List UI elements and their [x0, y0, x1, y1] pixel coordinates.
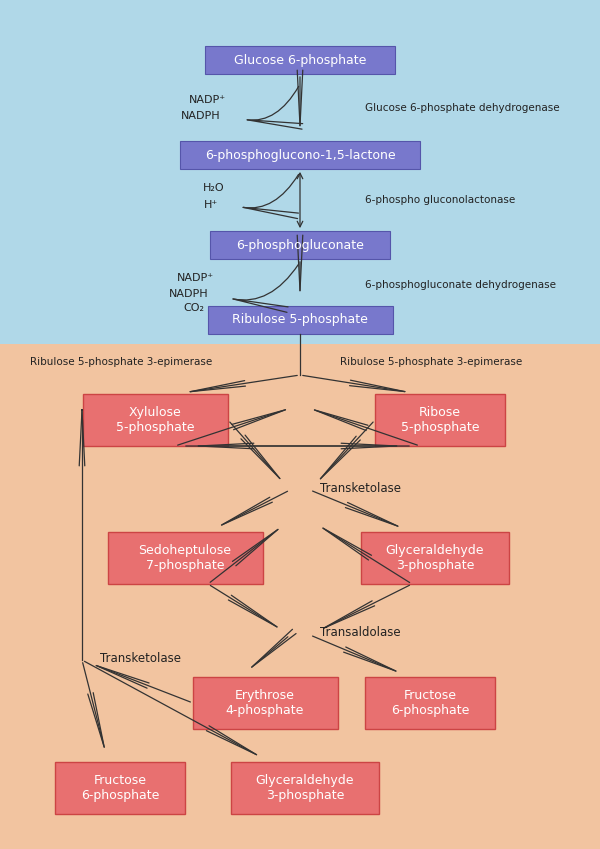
- Text: Glyceraldehyde
3-phosphate: Glyceraldehyde 3-phosphate: [386, 544, 484, 572]
- Text: Ribulose 5-phosphate: Ribulose 5-phosphate: [232, 313, 368, 327]
- Text: Xylulose
5-phosphate: Xylulose 5-phosphate: [116, 406, 194, 434]
- FancyBboxPatch shape: [55, 762, 185, 814]
- FancyBboxPatch shape: [375, 394, 505, 446]
- Text: H⁺: H⁺: [204, 200, 218, 210]
- Text: 6-phosphogluconate dehydrogenase: 6-phosphogluconate dehydrogenase: [365, 280, 556, 290]
- Text: Glucose 6-phosphate dehydrogenase: Glucose 6-phosphate dehydrogenase: [365, 103, 560, 113]
- FancyBboxPatch shape: [365, 677, 495, 729]
- Text: NADPH: NADPH: [169, 289, 209, 299]
- Text: NADPH: NADPH: [181, 111, 221, 121]
- Text: 6-phosphogluconate: 6-phosphogluconate: [236, 239, 364, 251]
- Text: H₂O: H₂O: [202, 183, 224, 193]
- FancyBboxPatch shape: [83, 394, 227, 446]
- Text: Transaldolase: Transaldolase: [320, 627, 401, 639]
- Text: Ribulose 5-phosphate 3-epimerase: Ribulose 5-phosphate 3-epimerase: [30, 357, 212, 367]
- Text: Erythrose
4-phosphate: Erythrose 4-phosphate: [226, 689, 304, 717]
- FancyBboxPatch shape: [231, 762, 379, 814]
- Text: NADP⁺: NADP⁺: [189, 95, 226, 105]
- Text: Sedoheptulose
7-phosphate: Sedoheptulose 7-phosphate: [139, 544, 232, 572]
- Text: 6-phosphoglucono-1,5-lactone: 6-phosphoglucono-1,5-lactone: [205, 149, 395, 161]
- Bar: [0, 344, 600, 849]
- FancyBboxPatch shape: [180, 141, 420, 169]
- FancyBboxPatch shape: [210, 231, 390, 259]
- Text: Ribose
5-phosphate: Ribose 5-phosphate: [401, 406, 479, 434]
- Text: Glyceraldehyde
3-phosphate: Glyceraldehyde 3-phosphate: [256, 774, 354, 802]
- Bar: [0, 0, 600, 344]
- Text: Fructose
6-phosphate: Fructose 6-phosphate: [391, 689, 469, 717]
- Text: Fructose
6-phosphate: Fructose 6-phosphate: [81, 774, 159, 802]
- Text: Transketolase: Transketolase: [100, 651, 181, 665]
- Text: Transketolase: Transketolase: [320, 481, 401, 494]
- Text: 6-phospho gluconolactonase: 6-phospho gluconolactonase: [365, 195, 515, 205]
- Text: NADP⁺: NADP⁺: [177, 273, 214, 283]
- Text: Ribulose 5-phosphate 3-epimerase: Ribulose 5-phosphate 3-epimerase: [340, 357, 522, 367]
- FancyBboxPatch shape: [193, 677, 337, 729]
- FancyBboxPatch shape: [107, 532, 263, 584]
- Text: CO₂: CO₂: [183, 303, 204, 313]
- FancyBboxPatch shape: [361, 532, 509, 584]
- Text: Glucose 6-phosphate: Glucose 6-phosphate: [234, 53, 366, 66]
- FancyBboxPatch shape: [205, 46, 395, 74]
- FancyBboxPatch shape: [208, 306, 392, 334]
